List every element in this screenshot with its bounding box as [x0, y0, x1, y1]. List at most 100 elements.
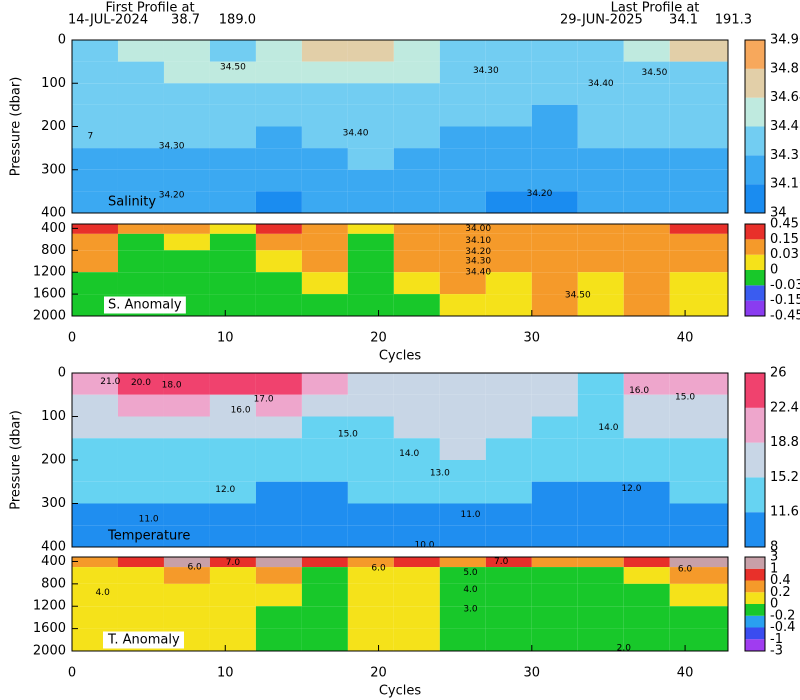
colorbar-band: [745, 442, 765, 478]
contour-label: 34.20: [527, 189, 553, 199]
heatmap-cell: [669, 438, 728, 460]
heatmap-cell: [347, 525, 394, 547]
colorbar-band: [745, 592, 765, 604]
heatmap-cell: [439, 250, 486, 273]
colorbar-frame: [744, 223, 766, 317]
heatmap-cell: [72, 233, 118, 251]
heatmap-cell: [669, 250, 728, 273]
heatmap-cell: [255, 294, 302, 316]
heatmap-cell: [301, 557, 348, 568]
heatmap-cell: [72, 438, 118, 460]
heatmap-cell: [669, 460, 728, 482]
heatmap-cell: [209, 83, 256, 105]
heatmap-cell: [485, 272, 532, 295]
heatmap-cell: [393, 628, 440, 651]
x-tick-label: 10: [217, 331, 234, 346]
heatmap-cell: [485, 191, 532, 213]
heatmap-cell: [347, 503, 394, 526]
heatmap-cell: [393, 503, 440, 526]
colorbar-label: -0.15: [770, 293, 800, 308]
heatmap-cell: [117, 557, 164, 568]
heatmap-cell: [531, 148, 578, 170]
heatmap-cell: [485, 583, 532, 607]
heatmap-cell: [347, 394, 394, 417]
heatmap-cell: [577, 557, 624, 568]
heatmap-cell: [393, 224, 440, 234]
contour-label: 3.0: [463, 605, 478, 615]
panel-label-bg: [104, 296, 186, 314]
y-tick-label: 300: [41, 162, 66, 177]
heatmap-cell: [577, 503, 624, 526]
colorbar-band: [745, 477, 765, 513]
contour-label: 34.50: [565, 291, 591, 301]
colorbar-label: -0.2: [770, 608, 795, 623]
colorbar-band: [745, 97, 765, 127]
contour-label: 2.0: [617, 644, 632, 654]
heatmap-cell: [439, 628, 486, 651]
heatmap-cell: [623, 557, 670, 568]
heatmap-cell: [72, 104, 118, 127]
heatmap-cell: [301, 503, 348, 526]
heatmap-cell: [623, 148, 670, 170]
heatmap-cell: [623, 191, 670, 213]
heatmap-cell: [577, 628, 624, 651]
heatmap-cell: [347, 224, 394, 234]
heatmap-cell: [163, 481, 210, 504]
x-tick-label: 30: [524, 331, 541, 346]
panel-label: Temperature: [107, 529, 190, 544]
heatmap-cell: [531, 481, 578, 504]
heatmap-cell: [623, 606, 670, 629]
heatmap-cell: [531, 126, 578, 149]
heatmap-cell: [393, 583, 440, 607]
contour-label: 6.0: [678, 564, 693, 574]
heatmap-cell: [347, 438, 394, 460]
heatmap-cell: [347, 628, 394, 651]
contour-label: 16.0: [231, 405, 251, 415]
heatmap-cell: [72, 169, 118, 192]
heatmap-cell: [393, 481, 440, 504]
heatmap-cell: [623, 224, 670, 234]
heatmap-cell: [577, 250, 624, 273]
colorbar-frame: [744, 39, 766, 214]
heatmap-cell: [255, 503, 302, 526]
x-tick-label: 20: [370, 666, 387, 681]
heatmap-cell: [485, 394, 532, 417]
heatmap-cell: [623, 394, 670, 417]
heatmap-cell: [669, 61, 728, 84]
heatmap-cell: [163, 394, 210, 417]
heatmap-cell: [209, 224, 256, 234]
heatmap-cell: [485, 148, 532, 170]
colorbar-label: 0: [770, 597, 778, 612]
heatmap-cell: [623, 104, 670, 127]
colorbar-band: [745, 285, 765, 301]
x-tick-label: 10: [217, 666, 234, 681]
heatmap-cell: [623, 272, 670, 295]
colorbar-label: 34: [770, 206, 787, 221]
heatmap-cell: [393, 438, 440, 460]
heatmap-cell: [347, 126, 394, 149]
heatmap-cell: [439, 104, 486, 127]
heatmap-cell: [485, 224, 532, 234]
heatmap-cell: [485, 438, 532, 460]
heatmap-cell: [577, 394, 624, 417]
contour-label: 21.0: [100, 377, 120, 387]
colorbar-label: 34.32: [770, 148, 800, 163]
heatmap-cell: [485, 503, 532, 526]
heatmap-cell: [531, 416, 578, 439]
contour-label: 34.40: [343, 128, 369, 138]
heatmap-cell: [669, 126, 728, 149]
contour-label: 34.30: [473, 66, 499, 76]
last-lat: 34.1: [669, 13, 698, 28]
heatmap-cell: [347, 606, 394, 629]
heatmap-cell: [301, 191, 348, 213]
heatmap-cell: [623, 481, 670, 504]
heatmap-cell: [117, 40, 164, 62]
heatmap-cell: [485, 557, 532, 568]
heatmap-cell: [209, 148, 256, 170]
heatmap-cell: [669, 567, 728, 584]
heatmap-cell: [163, 250, 210, 273]
colorbar-label: -0.4: [770, 620, 795, 635]
heatmap-cell: [485, 606, 532, 629]
heatmap-cell: [209, 233, 256, 251]
heatmap-cell: [209, 394, 256, 417]
